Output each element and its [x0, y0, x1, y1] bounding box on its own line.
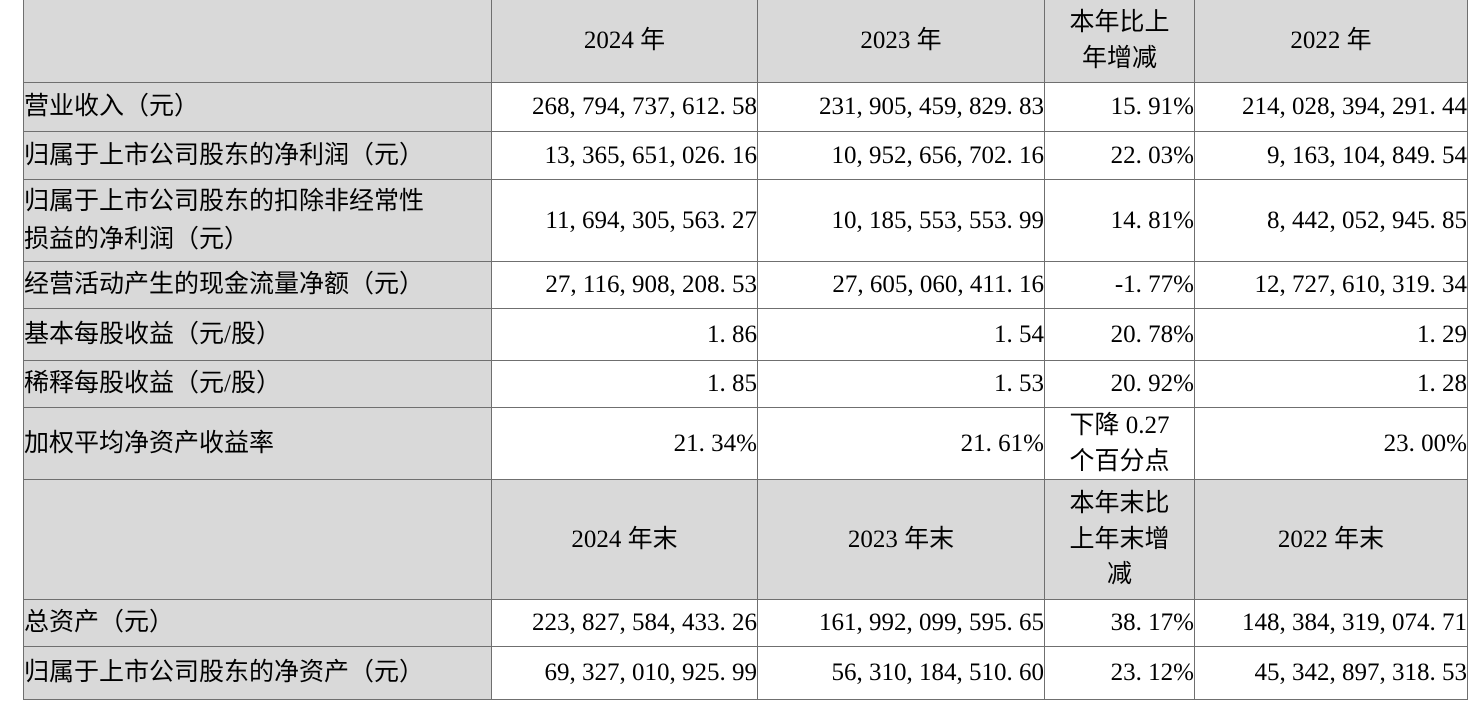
- value-2023: 1. 54: [757, 308, 1045, 361]
- table-row-net-assets: 归属于上市公司股东的净资产（元） 69, 327, 010, 925. 99 5…: [23, 646, 1468, 700]
- row-label: 加权平均净资产收益率: [23, 407, 492, 480]
- value-2022: 9, 163, 104, 849. 54: [1194, 131, 1468, 180]
- row-label: 归属于上市公司股东的净利润（元）: [23, 131, 492, 180]
- value-change: 15. 91%: [1044, 82, 1195, 132]
- annual-header-row: 2024 年 2023 年 本年比上 年增减 2022 年: [23, 0, 1468, 83]
- row-label: 经营活动产生的现金流量净额（元）: [23, 261, 492, 309]
- value-change: 20. 78%: [1044, 308, 1195, 361]
- value-2024: 223, 827, 584, 433. 26: [491, 599, 758, 647]
- value-2023: 27, 605, 060, 411. 16: [757, 261, 1045, 309]
- value-2024: 21. 34%: [491, 407, 758, 480]
- row-label: 基本每股收益（元/股）: [23, 308, 492, 361]
- value-2023: 10, 952, 656, 702. 16: [757, 131, 1045, 180]
- financial-summary-table: 2024 年 2023 年 本年比上 年增减 2022 年 营业收入（元） 26…: [23, 0, 1468, 700]
- value-2022: 1. 28: [1194, 360, 1468, 408]
- year-header-2022: 2022 年: [1194, 0, 1468, 83]
- value-2023: 56, 310, 184, 510. 60: [757, 646, 1045, 700]
- yearend-change-header: 本年末比 上年末增 减: [1044, 479, 1195, 600]
- value-2022: 8, 442, 052, 945. 85: [1194, 179, 1468, 262]
- table-row-deducted-net-profit: 归属于上市公司股东的扣除非经常性 损益的净利润（元） 11, 694, 305,…: [23, 179, 1468, 262]
- value-2022: 1. 29: [1194, 308, 1468, 361]
- value-2024: 27, 116, 908, 208. 53: [491, 261, 758, 309]
- yearend-header-2024: 2024 年末: [491, 479, 758, 600]
- value-2022: 12, 727, 610, 319. 34: [1194, 261, 1468, 309]
- value-2024: 69, 327, 010, 925. 99: [491, 646, 758, 700]
- row-label: 归属于上市公司股东的净资产（元）: [23, 646, 492, 700]
- year-header-2023: 2023 年: [757, 0, 1045, 83]
- table-row-weighted-roe: 加权平均净资产收益率 21. 34% 21. 61% 下降 0.27 个百分点 …: [23, 407, 1468, 480]
- value-2024: 1. 86: [491, 308, 758, 361]
- value-2023: 231, 905, 459, 829. 83: [757, 82, 1045, 132]
- value-change: 下降 0.27 个百分点: [1044, 407, 1195, 480]
- corner-cell: [23, 0, 492, 83]
- value-2024: 268, 794, 737, 612. 58: [491, 82, 758, 132]
- value-2023: 1. 53: [757, 360, 1045, 408]
- value-2023: 21. 61%: [757, 407, 1045, 480]
- value-2022: 23. 00%: [1194, 407, 1468, 480]
- row-label: 稀释每股收益（元/股）: [23, 360, 492, 408]
- table-row-basic-eps: 基本每股收益（元/股） 1. 86 1. 54 20. 78% 1. 29: [23, 308, 1468, 361]
- value-2022: 45, 342, 897, 318. 53: [1194, 646, 1468, 700]
- value-change: 23. 12%: [1044, 646, 1195, 700]
- value-2024: 13, 365, 651, 026. 16: [491, 131, 758, 180]
- row-label: 总资产（元）: [23, 599, 492, 647]
- yearend-header-2022: 2022 年末: [1194, 479, 1468, 600]
- value-2024: 11, 694, 305, 563. 27: [491, 179, 758, 262]
- table-row-net-profit: 归属于上市公司股东的净利润（元） 13, 365, 651, 026. 16 1…: [23, 131, 1468, 180]
- table-row-total-assets: 总资产（元） 223, 827, 584, 433. 26 161, 992, …: [23, 599, 1468, 647]
- row-label: 归属于上市公司股东的扣除非经常性 损益的净利润（元）: [23, 179, 492, 262]
- year-header-2024: 2024 年: [491, 0, 758, 83]
- year-end-header-row: 2024 年末 2023 年末 本年末比 上年末增 减 2022 年末: [23, 479, 1468, 600]
- value-change: 20. 92%: [1044, 360, 1195, 408]
- value-change: -1. 77%: [1044, 261, 1195, 309]
- value-2024: 1. 85: [491, 360, 758, 408]
- value-change: 38. 17%: [1044, 599, 1195, 647]
- value-change: 14. 81%: [1044, 179, 1195, 262]
- corner-cell: [23, 479, 492, 600]
- value-2023: 161, 992, 099, 595. 65: [757, 599, 1045, 647]
- yearend-header-2023: 2023 年末: [757, 479, 1045, 600]
- table-row-operating-cash-flow: 经营活动产生的现金流量净额（元） 27, 116, 908, 208. 53 2…: [23, 261, 1468, 309]
- value-2022: 148, 384, 319, 074. 71: [1194, 599, 1468, 647]
- row-label: 营业收入（元）: [23, 82, 492, 132]
- value-2022: 214, 028, 394, 291. 44: [1194, 82, 1468, 132]
- value-2023: 10, 185, 553, 553. 99: [757, 179, 1045, 262]
- value-change: 22. 03%: [1044, 131, 1195, 180]
- change-header: 本年比上 年增减: [1044, 0, 1195, 83]
- table-row-revenue: 营业收入（元） 268, 794, 737, 612. 58 231, 905,…: [23, 82, 1468, 132]
- table-row-diluted-eps: 稀释每股收益（元/股） 1. 85 1. 53 20. 92% 1. 28: [23, 360, 1468, 408]
